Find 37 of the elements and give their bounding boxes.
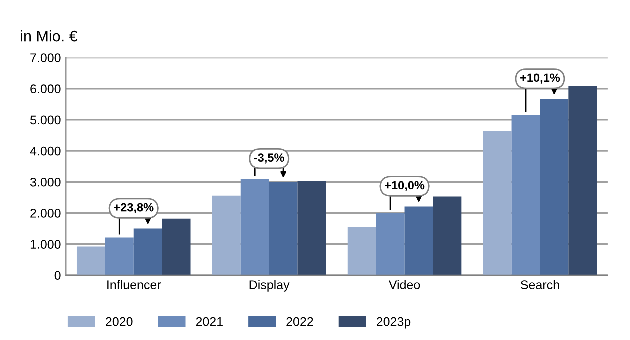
bar: [348, 228, 376, 276]
bar: [376, 214, 405, 276]
bar: [540, 99, 569, 276]
annotation: -3,5%: [254, 154, 284, 164]
y-tick-label: 7.000: [30, 54, 61, 62]
bar: [162, 218, 191, 276]
bar: [134, 228, 162, 276]
y-tick-label: 2.000: [30, 209, 61, 218]
y-tick-label: 0: [54, 271, 61, 280]
x-tick-label: Video: [388, 280, 420, 290]
bar: [212, 196, 241, 276]
bar: [76, 246, 106, 276]
bar: [269, 182, 298, 276]
annotation: +10,1%: [520, 74, 560, 84]
legend-label: 2021: [196, 317, 223, 326]
bar: [568, 86, 598, 276]
y-axis-title: in Mio. €: [21, 30, 78, 42]
y-tick-label: 4.000: [30, 146, 61, 156]
x-tick-label: Search: [520, 280, 560, 290]
bar: [512, 115, 540, 276]
bar: [105, 238, 134, 276]
y-tick-label: 6.000: [30, 84, 61, 94]
x-tick-label: Influencer: [108, 280, 162, 290]
annotation: +10,0%: [385, 181, 425, 192]
x-tick-label: Display: [250, 280, 290, 292]
y-tick-label: 1.000: [30, 240, 61, 249]
y-tick-label: 5.000: [30, 116, 61, 125]
bar: [404, 206, 434, 276]
bar: [298, 181, 326, 276]
bar: [433, 196, 462, 276]
annotation: +23,8%: [114, 203, 154, 214]
bar: [483, 131, 512, 276]
bar: [240, 179, 270, 276]
legend-label: 2023p: [376, 317, 411, 329]
legend-label: 2020: [106, 317, 133, 326]
y-tick-label: 3.000: [30, 178, 61, 187]
legend-label: 2022: [286, 317, 314, 326]
